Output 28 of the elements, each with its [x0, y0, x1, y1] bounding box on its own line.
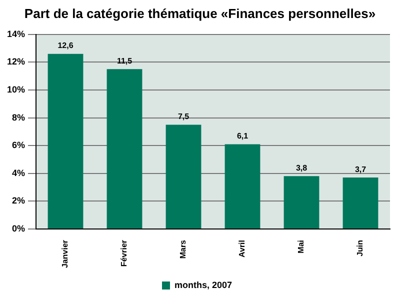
- y-tick-label: 4%: [12, 168, 26, 178]
- x-tick-label: Juin: [356, 240, 365, 256]
- x-tick-label: Février: [120, 240, 129, 267]
- y-tick-label: 10%: [7, 84, 26, 94]
- y-tick-label: 2%: [12, 196, 26, 206]
- y-tick-label: 8%: [12, 112, 26, 122]
- bar: [106, 69, 142, 228]
- y-tick-label: 0%: [12, 223, 26, 234]
- data-label: 12,6: [58, 41, 74, 50]
- y-tick-label: 6%: [12, 140, 26, 150]
- x-tick-label: Janvier: [60, 240, 70, 268]
- data-label: 7,5: [178, 112, 190, 121]
- x-tick-label: Mai: [296, 240, 306, 254]
- data-label: 3,8: [296, 163, 308, 172]
- data-label: 6,1: [236, 131, 249, 140]
- y-tick-label: 14%: [7, 28, 26, 39]
- x-tick-label: Avril: [238, 240, 247, 258]
- chart-title: Part de la catégorie thématique «Finances personnelles»: [23, 6, 377, 21]
- data-label: 11,5: [116, 56, 133, 66]
- bar: [284, 176, 320, 228]
- bar: [224, 144, 260, 228]
- y-tick-label: 12%: [7, 56, 26, 67]
- legend-label: months, 2007: [174, 280, 232, 290]
- bar: [342, 178, 378, 228]
- data-label: 3,7: [354, 164, 367, 174]
- bar: [48, 54, 84, 228]
- x-tick-label: Mars: [178, 239, 188, 259]
- bar: [166, 124, 202, 228]
